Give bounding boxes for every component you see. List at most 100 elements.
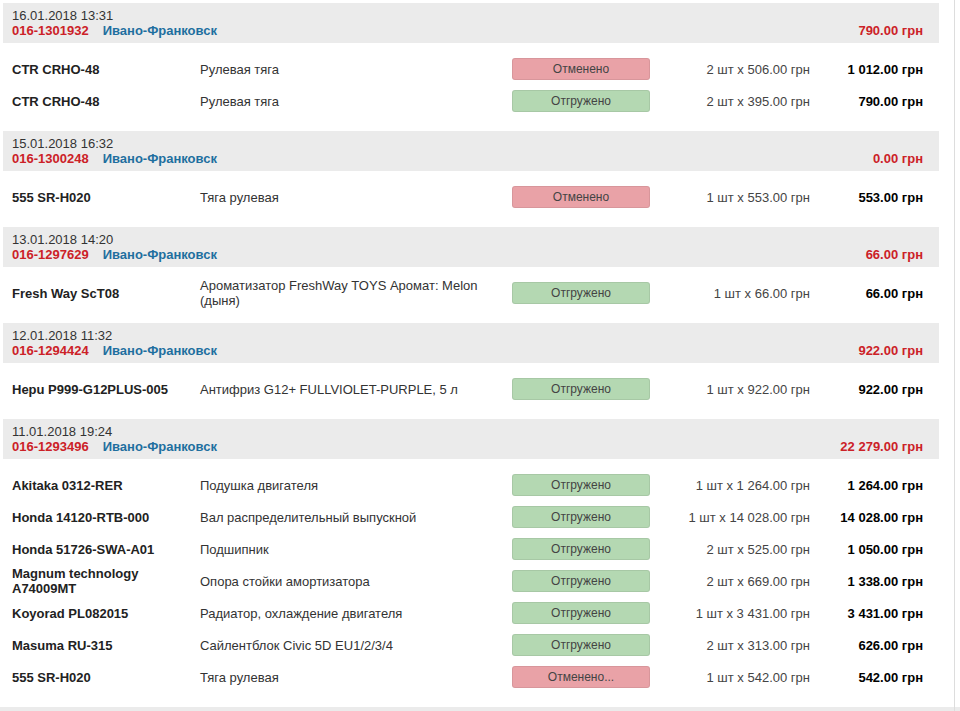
order-item-row: Masuma RU-315 Сайлентблок Civic 5D EU1/2… (3, 629, 939, 661)
order-header-line2: 016-1297629 Ивано-Франковск (12, 247, 217, 262)
order-number-link[interactable]: 016-1293496 (12, 439, 89, 454)
item-status-badge[interactable]: Отгружено (512, 282, 650, 304)
order-item-row: Magnum technology A74009MT Опора стойки … (3, 565, 939, 597)
item-total-amount: 553.00 грн (810, 190, 923, 205)
item-part-number: Koyorad PL082015 (12, 606, 200, 621)
order-items: CTR CRHO-48 Рулевая тяга Отменено 2 шт x… (3, 43, 939, 131)
item-status-cell: Отгружено (512, 506, 650, 528)
order-item-row: Hepu P999-G12PLUS-005 Антифриз G12+ FULL… (3, 373, 939, 405)
order-items: Hepu P999-G12PLUS-005 Антифриз G12+ FULL… (3, 363, 939, 419)
order-item-row: CTR CRHO-48 Рулевая тяга Отгружено 2 шт … (3, 85, 939, 117)
order-item-row: 555 SR-H020 Тяга рулевая Отменено... 1 ш… (3, 661, 939, 693)
order-group-header: 13.01.2018 14:20 016-1297629Ивано-Франко… (3, 227, 939, 267)
item-part-number: Honda 14120-RTB-000 (12, 510, 200, 525)
orders-list: 16.01.2018 13:31 016-1301932Ивано-Франко… (3, 3, 939, 707)
item-status-cell: Отгружено (512, 634, 650, 656)
order-item-row: 555 SR-H020 Тяга рулевая Отменено 1 шт x… (3, 181, 939, 213)
order-group-header: 11.01.2018 19:24 016-1293496 Ивано-Франко… (3, 419, 939, 459)
item-total-amount: 1 050.00 грн (810, 542, 923, 557)
order-group: 12.01.2018 11:32 016-1294424 Ивано-Франко… (3, 323, 939, 419)
item-status-badge[interactable]: Отгружено (512, 602, 650, 624)
item-status-cell: Отменено... (512, 666, 650, 688)
item-qty-price: 2 шт x 313.00 грн (650, 638, 810, 653)
item-qty-price: 1 шт x 3 431.00 грн (650, 606, 810, 621)
item-status-cell: Отгружено (512, 570, 650, 592)
item-description: Радиатор, охлаждение двигателя (200, 606, 512, 621)
order-header-line2: 016-1294424 Ивано-Франковск (12, 343, 217, 358)
order-item-row: Honda 51726-SWA-A01 Подшипник Отгружено … (3, 533, 939, 565)
order-city-link[interactable]: Ивано-Франковск (103, 247, 217, 262)
item-status-cell: Отгружено (512, 90, 650, 112)
item-status-badge[interactable]: Отгружено (512, 634, 650, 656)
next-group-header-partial (0, 707, 960, 711)
item-status-badge[interactable]: Отгружено (512, 378, 650, 400)
order-items: 555 SR-H020 Тяга рулевая Отменено 1 шт x… (3, 171, 939, 227)
item-status-badge[interactable]: Отменено (512, 58, 650, 80)
order-group-header: 15.01.2018 16:32 016-1300248 Ивано-Франко… (3, 131, 939, 171)
order-city-link[interactable]: Ивано-Франковск (103, 343, 217, 358)
item-part-number: CTR CRHO-48 (12, 62, 200, 77)
order-header-line2: 016-1301932 Ивано-Франковск (12, 23, 217, 38)
item-total-amount: 1 338.00 грн (810, 574, 923, 589)
item-description: Тяга рулевая (200, 190, 512, 205)
order-city-link[interactable]: Ивано-Франковск (103, 439, 217, 454)
order-group-header-left: 11.01.2018 19:24 016-1293496 Ивано-Франко… (12, 424, 217, 454)
order-group: 11.01.2018 19:24 016-1293496 Ивано-Франко… (3, 419, 939, 707)
item-status-badge[interactable]: Отгружено (512, 474, 650, 496)
item-total-amount: 922.00 грн (810, 382, 923, 397)
order-header-line2: 016-1300248 Ивано-Франковск (12, 151, 217, 166)
item-total-amount: 790.00 грн (810, 94, 923, 109)
item-status-badge[interactable]: Отгружено (512, 90, 650, 112)
order-number-link[interactable]: 016-1300248 (12, 151, 89, 166)
order-number-link[interactable]: 016-1294424 (12, 343, 89, 358)
order-total-amount: 922.00 грн (858, 343, 923, 358)
item-total-amount: 542.00 грн (810, 670, 923, 685)
order-number-link[interactable]: 016-1297629 (12, 247, 89, 262)
item-qty-price: 1 шт x 542.00 грн (650, 670, 810, 685)
order-total-amount: 66.00 грн (866, 247, 923, 262)
order-item-row: Honda 14120-RTB-000 Вал распределительны… (3, 501, 939, 533)
order-number-link[interactable]: 016-1301932 (12, 23, 89, 38)
item-description: Вал распределительный выпускной (200, 510, 512, 525)
item-description: Сайлентблок Civic 5D EU1/2/3/4 (200, 638, 512, 653)
item-part-number: CTR CRHO-48 (12, 94, 200, 109)
item-qty-price: 1 шт x 14 028.00 грн (650, 510, 810, 525)
item-qty-price: 2 шт x 395.00 грн (650, 94, 810, 109)
item-status-badge[interactable]: Отгружено (512, 506, 650, 528)
order-group-header-left: 13.01.2018 14:20 016-1297629Ивано-Франко… (12, 232, 217, 262)
item-description: Антифриз G12+ FULLVIOLET-PURPLE, 5 л (200, 382, 512, 397)
item-total-amount: 14 028.00 грн (810, 510, 923, 525)
order-city-link[interactable]: Ивано-Франковск (103, 23, 217, 38)
order-item-row: Akitaka 0312-RER Подушка двигателя Отгру… (3, 469, 939, 501)
item-total-amount: 1 264.00 грн (810, 478, 923, 493)
item-status-badge[interactable]: Отменено... (512, 666, 650, 688)
item-total-amount: 66.00 грн (810, 286, 923, 301)
order-group: 15.01.2018 16:32 016-1300248 Ивано-Франко… (3, 131, 939, 227)
order-total-amount: 790.00 грн (858, 23, 923, 38)
order-item-row: Koyorad PL082015 Радиатор, охлаждение дв… (3, 597, 939, 629)
item-part-number: Fresh Way ScT08 (12, 286, 200, 301)
item-description: Рулевая тяга (200, 94, 512, 109)
order-group-header-left: 16.01.2018 13:31 016-1301932Ивано-Франко… (12, 8, 217, 38)
item-status-cell: Отгружено (512, 474, 650, 496)
item-qty-price: 1 шт x 66.00 грн (650, 286, 810, 301)
item-status-cell: Отменено (512, 58, 650, 80)
order-items: Fresh Way ScT08 Ароматизатор FreshWay TO… (3, 267, 939, 323)
order-datetime: 15.01.2018 16:32 (12, 136, 217, 151)
order-group-header: 16.01.2018 13:31 016-1301932Ивано-Франко… (3, 3, 939, 43)
order-group-header: 12.01.2018 11:32 016-1294424 Ивано-Франко… (3, 323, 939, 363)
order-total-amount: 22 279.00 грн (840, 439, 923, 454)
order-city-link[interactable]: Ивано-Франковск (103, 151, 217, 166)
order-datetime: 11.01.2018 19:24 (12, 424, 217, 439)
item-status-badge[interactable]: Отгружено (512, 538, 650, 560)
item-total-amount: 626.00 грн (810, 638, 923, 653)
order-items: Akitaka 0312-RER Подушка двигателя Отгру… (3, 459, 939, 707)
right-divider-line (954, 0, 955, 711)
item-status-badge[interactable]: Отменено (512, 186, 650, 208)
item-status-badge[interactable]: Отгружено (512, 570, 650, 592)
item-status-cell: Отгружено (512, 538, 650, 560)
order-total-amount: 0.00 грн (873, 151, 923, 166)
order-item-row: Fresh Way ScT08 Ароматизатор FreshWay TO… (3, 277, 939, 309)
item-qty-price: 1 шт x 922.00 грн (650, 382, 810, 397)
order-datetime: 12.01.2018 11:32 (12, 328, 217, 343)
